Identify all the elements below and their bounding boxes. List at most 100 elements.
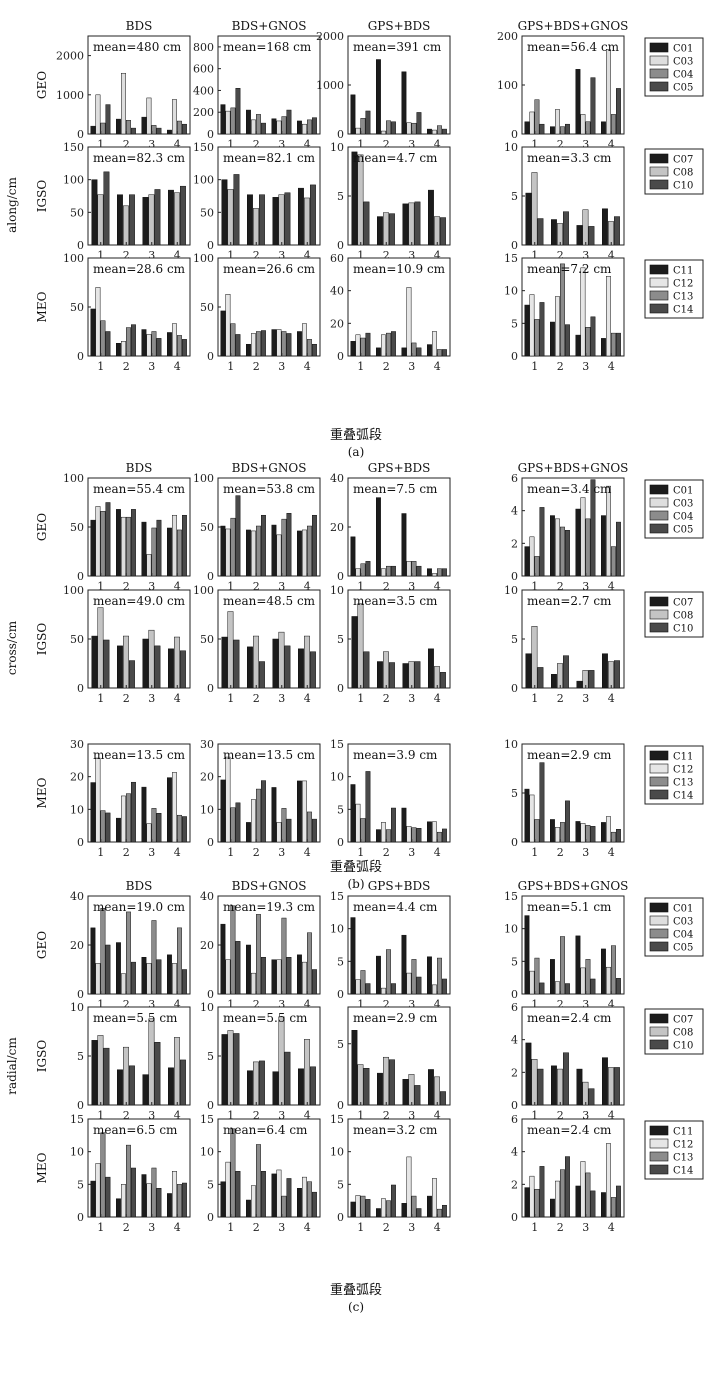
legend-swatch (649, 497, 669, 508)
mean-label: mean=2.4 cm (527, 1011, 612, 1025)
x-tick-label: 2 (383, 360, 390, 373)
x-tick-label: 4 (608, 138, 615, 151)
bar-c14-arc-3 (286, 333, 292, 357)
y-tick-label: 5 (511, 787, 518, 800)
y-tick-label: 0 (337, 239, 344, 252)
bar-c11-arc-2 (246, 822, 251, 843)
bar-c14-arc-4 (312, 818, 317, 843)
subplot-b-igso-2: 0 5 10 1 2 3 4 mean=3.5 cm (330, 584, 451, 705)
bar-c13-arc-2 (386, 332, 391, 357)
bar-c05-arc-2 (261, 957, 266, 995)
x-tick-label: 2 (253, 580, 260, 593)
bar-c14-arc-1 (235, 1171, 241, 1218)
mean-label: mean=49.0 cm (93, 594, 186, 608)
y-tick-label: 5 (77, 1178, 84, 1191)
y-tick-label: 0 (207, 239, 214, 252)
x-tick-label: 2 (123, 692, 130, 705)
bar-c14-arc-2 (391, 1184, 396, 1218)
bar-c07-arc-3 (272, 197, 279, 246)
legend-swatch (649, 1164, 669, 1175)
legend-entry: C03 (673, 499, 693, 510)
y-tick-label: 0 (77, 570, 84, 583)
bar-c03-arc-1 (529, 111, 535, 135)
row-label-meo: MEO (35, 291, 49, 322)
bar-c01-arc-3 (575, 69, 581, 135)
bar-c07-arc-2 (117, 1069, 123, 1106)
y-tick-label: 40 (330, 472, 344, 485)
legend-entry: C05 (673, 83, 693, 94)
bar-c10-arc-4 (180, 185, 186, 246)
bar-c10-arc-3 (154, 645, 161, 689)
bar-c13-arc-1 (534, 319, 540, 357)
bar-c05-arc-2 (565, 530, 570, 577)
legend-swatch (649, 277, 669, 288)
x-tick-label: 2 (383, 692, 390, 705)
bar-c01-arc-2 (246, 529, 251, 577)
bar-c07-arc-1 (525, 653, 532, 689)
bar-c05-arc-1 (365, 983, 371, 995)
bar-c14-arc-2 (131, 324, 136, 357)
bar-c01-arc-2 (550, 126, 555, 135)
x-tick-label: 1 (97, 846, 104, 859)
bar-c07-arc-3 (576, 225, 583, 246)
y-tick-label: 50 (200, 521, 214, 534)
x-tick-label: 3 (278, 1109, 285, 1122)
bar-c11-arc-2 (246, 1199, 251, 1218)
x-tick-label: 1 (97, 138, 104, 151)
bar-c11-arc-4 (167, 777, 172, 843)
x-tick-label: 1 (97, 360, 104, 373)
x-tick-label: 2 (383, 249, 390, 262)
mean-label: mean=48.5 cm (223, 594, 316, 608)
bar-c11-arc-1 (350, 784, 356, 843)
y-tick-label: 10 (70, 1146, 84, 1159)
bar-c05-arc-1 (365, 110, 371, 135)
bar-c04-arc-3 (411, 122, 417, 135)
bar-c03-arc-2 (555, 109, 560, 135)
bar-c14-arc-3 (416, 1208, 422, 1218)
bar-c11-arc-2 (376, 347, 381, 357)
bar-c05-arc-4 (616, 978, 621, 995)
column-title: BDS (126, 461, 153, 475)
bar-c05-arc-1 (539, 123, 545, 135)
y-tick-label: 30 (200, 738, 214, 751)
y-tick-label: 100 (193, 472, 214, 485)
y-tick-label: 0 (77, 1099, 84, 1112)
bar-c04-arc-3 (411, 959, 417, 995)
x-tick-label: 3 (148, 1109, 155, 1122)
bar-c04-arc-1 (360, 563, 366, 577)
y-tick-label: 0 (511, 1099, 518, 1112)
x-tick-label: 3 (582, 692, 589, 705)
bar-c05-arc-3 (286, 957, 292, 995)
bar-c08-arc-1 (227, 1030, 234, 1106)
x-tick-label: 4 (434, 360, 441, 373)
bar-c10-arc-1 (103, 639, 110, 689)
bar-c14-arc-4 (182, 816, 187, 843)
bar-c08-arc-3 (148, 1018, 155, 1106)
x-tick-label: 1 (227, 580, 234, 593)
bar-c01-arc-3 (401, 934, 407, 995)
x-tick-label: 3 (148, 580, 155, 593)
bar-c11-arc-2 (550, 819, 555, 843)
bar-c03-arc-1 (355, 979, 361, 995)
bar-c11-arc-3 (575, 1185, 581, 1218)
x-tick-label: 3 (148, 138, 155, 151)
bar-c01-arc-2 (376, 497, 381, 577)
y-tick-label: 10 (70, 803, 84, 816)
subplot-c-meo-1: 0 5 10 15 1 2 3 4 mean=6.4 cm (200, 1113, 321, 1234)
x-tick-label: 4 (304, 1109, 311, 1122)
bar-c13-arc-2 (256, 331, 261, 357)
x-tick-label: 1 (357, 1221, 364, 1234)
bar-c14-arc-2 (391, 807, 396, 843)
legend-swatch (649, 789, 669, 800)
bar-c11-arc-4 (601, 338, 606, 357)
x-tick-label: 4 (174, 1109, 181, 1122)
bar-c11-arc-4 (167, 1193, 172, 1218)
x-tick-label: 2 (383, 846, 390, 859)
bar-c12-arc-1 (95, 1163, 101, 1218)
bar-c04-arc-4 (437, 957, 442, 995)
bar-c10-arc-3 (284, 192, 291, 246)
legend-swatch (649, 763, 669, 774)
bar-c07-arc-4 (168, 1067, 174, 1106)
